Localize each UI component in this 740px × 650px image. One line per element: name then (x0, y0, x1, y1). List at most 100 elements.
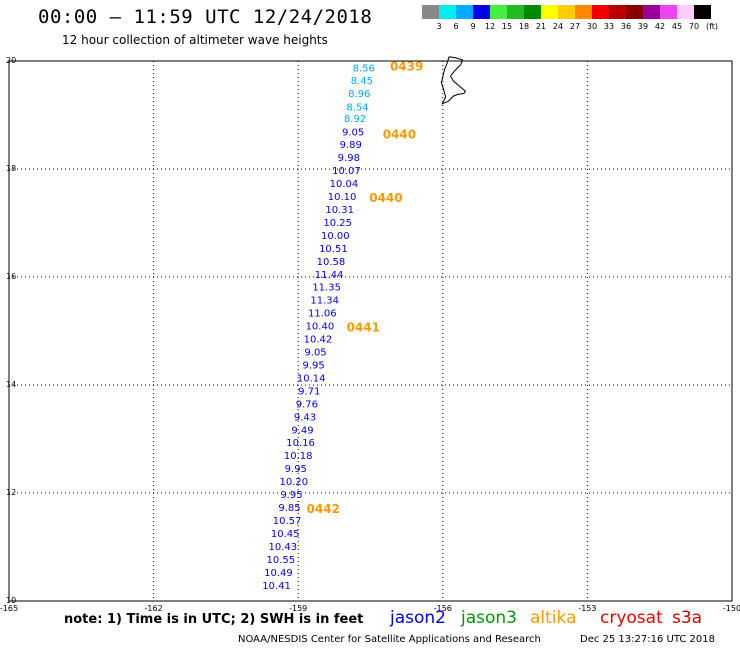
swh-value-label: 9.98 (338, 153, 360, 164)
color-swatch (490, 5, 507, 19)
latitude-tick-label: 12 (6, 488, 16, 497)
swh-value-label: 10.04 (330, 179, 359, 190)
swh-value-label: 10.31 (325, 205, 354, 216)
color-swatch (592, 5, 609, 19)
color-scale-label: 70 (688, 22, 700, 31)
map-subtitle: 12 hour collection of altimeter wave hei… (62, 33, 328, 47)
color-swatch (694, 5, 711, 19)
color-scale-label: 45 (671, 22, 683, 31)
map-frame (8, 60, 733, 602)
latitude-tick-label: 16 (6, 272, 16, 281)
color-scale-unit: (ft) (706, 22, 719, 31)
swh-value-label: 10.20 (280, 477, 309, 488)
color-swatch (456, 5, 473, 19)
latitude-tick-label: 10 (6, 596, 16, 605)
swh-value-label: 8.45 (351, 76, 373, 87)
swh-value-label: 9.05 (304, 348, 326, 359)
swh-value-label: 10.43 (268, 542, 297, 553)
latitude-tick-label: 14 (6, 380, 16, 389)
latitude-tick-label: 18 (6, 164, 16, 173)
swh-value-label: 8.56 (353, 63, 375, 74)
swh-value-label: 10.40 (306, 322, 335, 333)
color-swatch (524, 5, 541, 19)
pass-time-label: 0442 (307, 502, 340, 516)
mission-label-altika: altika (530, 608, 577, 628)
color-scale-label: 15 (501, 22, 513, 31)
pass-time-label: 0441 (347, 321, 380, 335)
swh-value-label: 9.05 (342, 128, 364, 139)
swh-value-label: 9.49 (291, 425, 313, 436)
longitude-tick-label: -153 (578, 604, 596, 613)
color-swatch (609, 5, 626, 19)
swh-value-label: 9.85 (278, 503, 300, 514)
pass-time-label: 0439 (390, 59, 423, 73)
swh-value-label: 10.42 (304, 335, 333, 346)
color-scale-label: 33 (603, 22, 615, 31)
color-scale-label: 30 (586, 22, 598, 31)
swh-value-label: 10.45 (271, 529, 300, 540)
swh-value-label: 11.06 (308, 309, 337, 320)
swh-value-label: 10.55 (267, 555, 296, 566)
swh-value-label: 9.89 (340, 140, 362, 151)
color-scale-label: 24 (552, 22, 564, 31)
mission-label-cryosat: cryosat (600, 608, 663, 628)
color-scale-label: 12 (484, 22, 496, 31)
swh-value-label: 10.25 (323, 218, 352, 229)
longitude-tick-label: -150 (723, 604, 740, 613)
latitude-tick-label: 20 (6, 56, 16, 65)
swh-value-label: 10.10 (328, 192, 357, 203)
swh-value-label: 10.16 (286, 438, 315, 449)
mission-label-jason3: jason3 (461, 608, 517, 628)
color-swatch (575, 5, 592, 19)
longitude-tick-label: -159 (289, 604, 307, 613)
mission-label-s3a: s3a (672, 608, 703, 628)
island-coastline (440, 56, 467, 105)
swh-value-label: 10.57 (273, 516, 302, 527)
swh-value-label: 9.76 (296, 399, 318, 410)
swh-value-label: 10.07 (332, 166, 361, 177)
swh-value-label: 9.43 (294, 412, 316, 423)
swh-value-label: 9.95 (280, 490, 302, 501)
swh-value-label: 8.92 (344, 114, 366, 125)
swh-value-label: 9.71 (298, 386, 320, 397)
swh-value-label: 9.95 (302, 360, 324, 371)
swh-value-label: 8.54 (346, 102, 368, 113)
pass-time-label: 0440 (383, 127, 416, 141)
longitude-tick-label: -156 (434, 604, 452, 613)
color-scale-label: 39 (637, 22, 649, 31)
swh-value-label: 11.35 (312, 283, 341, 294)
color-swatch (643, 5, 660, 19)
swh-value-label: 11.44 (315, 270, 344, 281)
color-scale-label: 42 (654, 22, 666, 31)
color-swatch (541, 5, 558, 19)
color-swatch (677, 5, 694, 19)
color-swatch (660, 5, 677, 19)
swh-value-label: 10.00 (321, 231, 350, 242)
footer-note: note: 1) Time is in UTC; 2) SWH is in fe… (64, 612, 364, 627)
swh-value-label: 10.51 (319, 244, 348, 255)
swh-value-label: 10.58 (317, 257, 346, 268)
swh-value-label: 10.41 (262, 581, 291, 592)
color-scale-label: 9 (470, 22, 476, 31)
swh-value-label: 9.95 (285, 464, 307, 475)
mission-label-jason2: jason2 (390, 608, 446, 628)
color-swatch (558, 5, 575, 19)
generation-timestamp: Dec 25 13:27:16 UTC 2018 (580, 634, 715, 645)
color-swatch (473, 5, 490, 19)
color-scale-label: 27 (569, 22, 581, 31)
color-swatch (507, 5, 524, 19)
color-scale-label: 3 (436, 22, 442, 31)
swh-value-label: 10.14 (297, 373, 326, 384)
longitude-tick-label: -162 (145, 604, 163, 613)
credit-line: NOAA/NESDIS Center for Satellite Applica… (238, 634, 541, 645)
swh-value-label: 10.49 (264, 568, 293, 579)
color-swatch (626, 5, 643, 19)
swh-value-label: 11.34 (310, 296, 339, 307)
color-scale-label: 18 (518, 22, 530, 31)
pass-time-label: 0440 (369, 191, 402, 205)
color-scale-label: 36 (620, 22, 632, 31)
color-swatch (439, 5, 456, 19)
swh-value-label: 8.96 (348, 89, 370, 100)
color-swatch (422, 5, 439, 19)
